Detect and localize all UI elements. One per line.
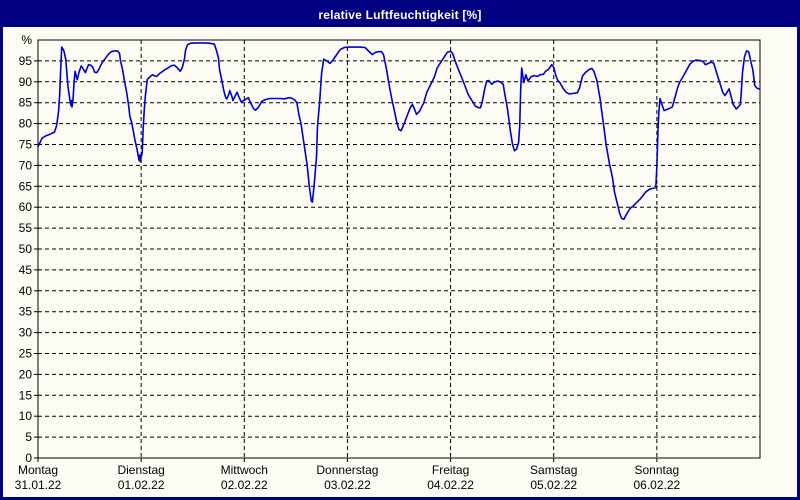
x-day-date-label: 03.02.22	[324, 478, 371, 492]
y-tick-label: 65	[19, 179, 33, 193]
plot-frame	[37, 39, 761, 459]
chart-title: relative Luftfeuchtigkeit [%]	[318, 8, 482, 22]
y-tick-label: 90	[19, 75, 33, 89]
y-tick-label: 85	[19, 96, 33, 110]
x-day-name-label: Donnerstag	[316, 463, 378, 477]
y-tick-label: 80	[19, 117, 33, 131]
humidity-line	[37, 42, 760, 221]
y-tick-label: 40	[19, 284, 33, 298]
y-tick-label: 75	[19, 138, 33, 152]
y-tick-label: 25	[19, 347, 33, 361]
y-tick-label: 45	[19, 263, 33, 277]
y-tick-label: 55	[19, 221, 33, 235]
x-day-name-label: Sonntag	[634, 463, 679, 477]
humidity-chart: 0 5 10 15 20 25 30 35 40 45 50 55 60 65 70 75 80 85 90 95% M…	[15, 33, 761, 492]
y-tick-label: 15	[19, 388, 33, 402]
x-day-date-label: 05.02.22	[530, 478, 577, 492]
x-day-name-label: Mittwoch	[221, 463, 268, 477]
x-day-name-label: Montag	[18, 463, 58, 477]
x-day-date-label: 01.02.22	[118, 478, 165, 492]
x-day-date-label: 04.02.22	[427, 478, 474, 492]
y-tick-label: 70	[19, 158, 33, 172]
y-tick-label: 95	[19, 54, 33, 68]
x-day-name-label: Samstag	[530, 463, 577, 477]
x-day-name-label: Dienstag	[117, 463, 164, 477]
y-tick-label: 10	[19, 409, 33, 423]
y-tick-label: 20	[19, 367, 33, 381]
y-tick-label: 0	[25, 451, 32, 465]
title-bar: relative Luftfeuchtigkeit [%]	[3, 3, 797, 27]
y-tick-label: 5	[25, 430, 32, 444]
y-tick-label: 35	[19, 305, 33, 319]
x-day-date-label: 02.02.22	[221, 478, 268, 492]
y-axis-unit-label: %	[21, 33, 32, 47]
x-day-date-label: 06.02.22	[633, 478, 680, 492]
y-tick-label: 30	[19, 326, 33, 340]
y-tick-label: 60	[19, 200, 33, 214]
x-day-name-label: Freitag	[432, 463, 469, 477]
x-day-date-label: 31.01.22	[15, 478, 62, 492]
y-tick-label: 50	[19, 242, 33, 256]
